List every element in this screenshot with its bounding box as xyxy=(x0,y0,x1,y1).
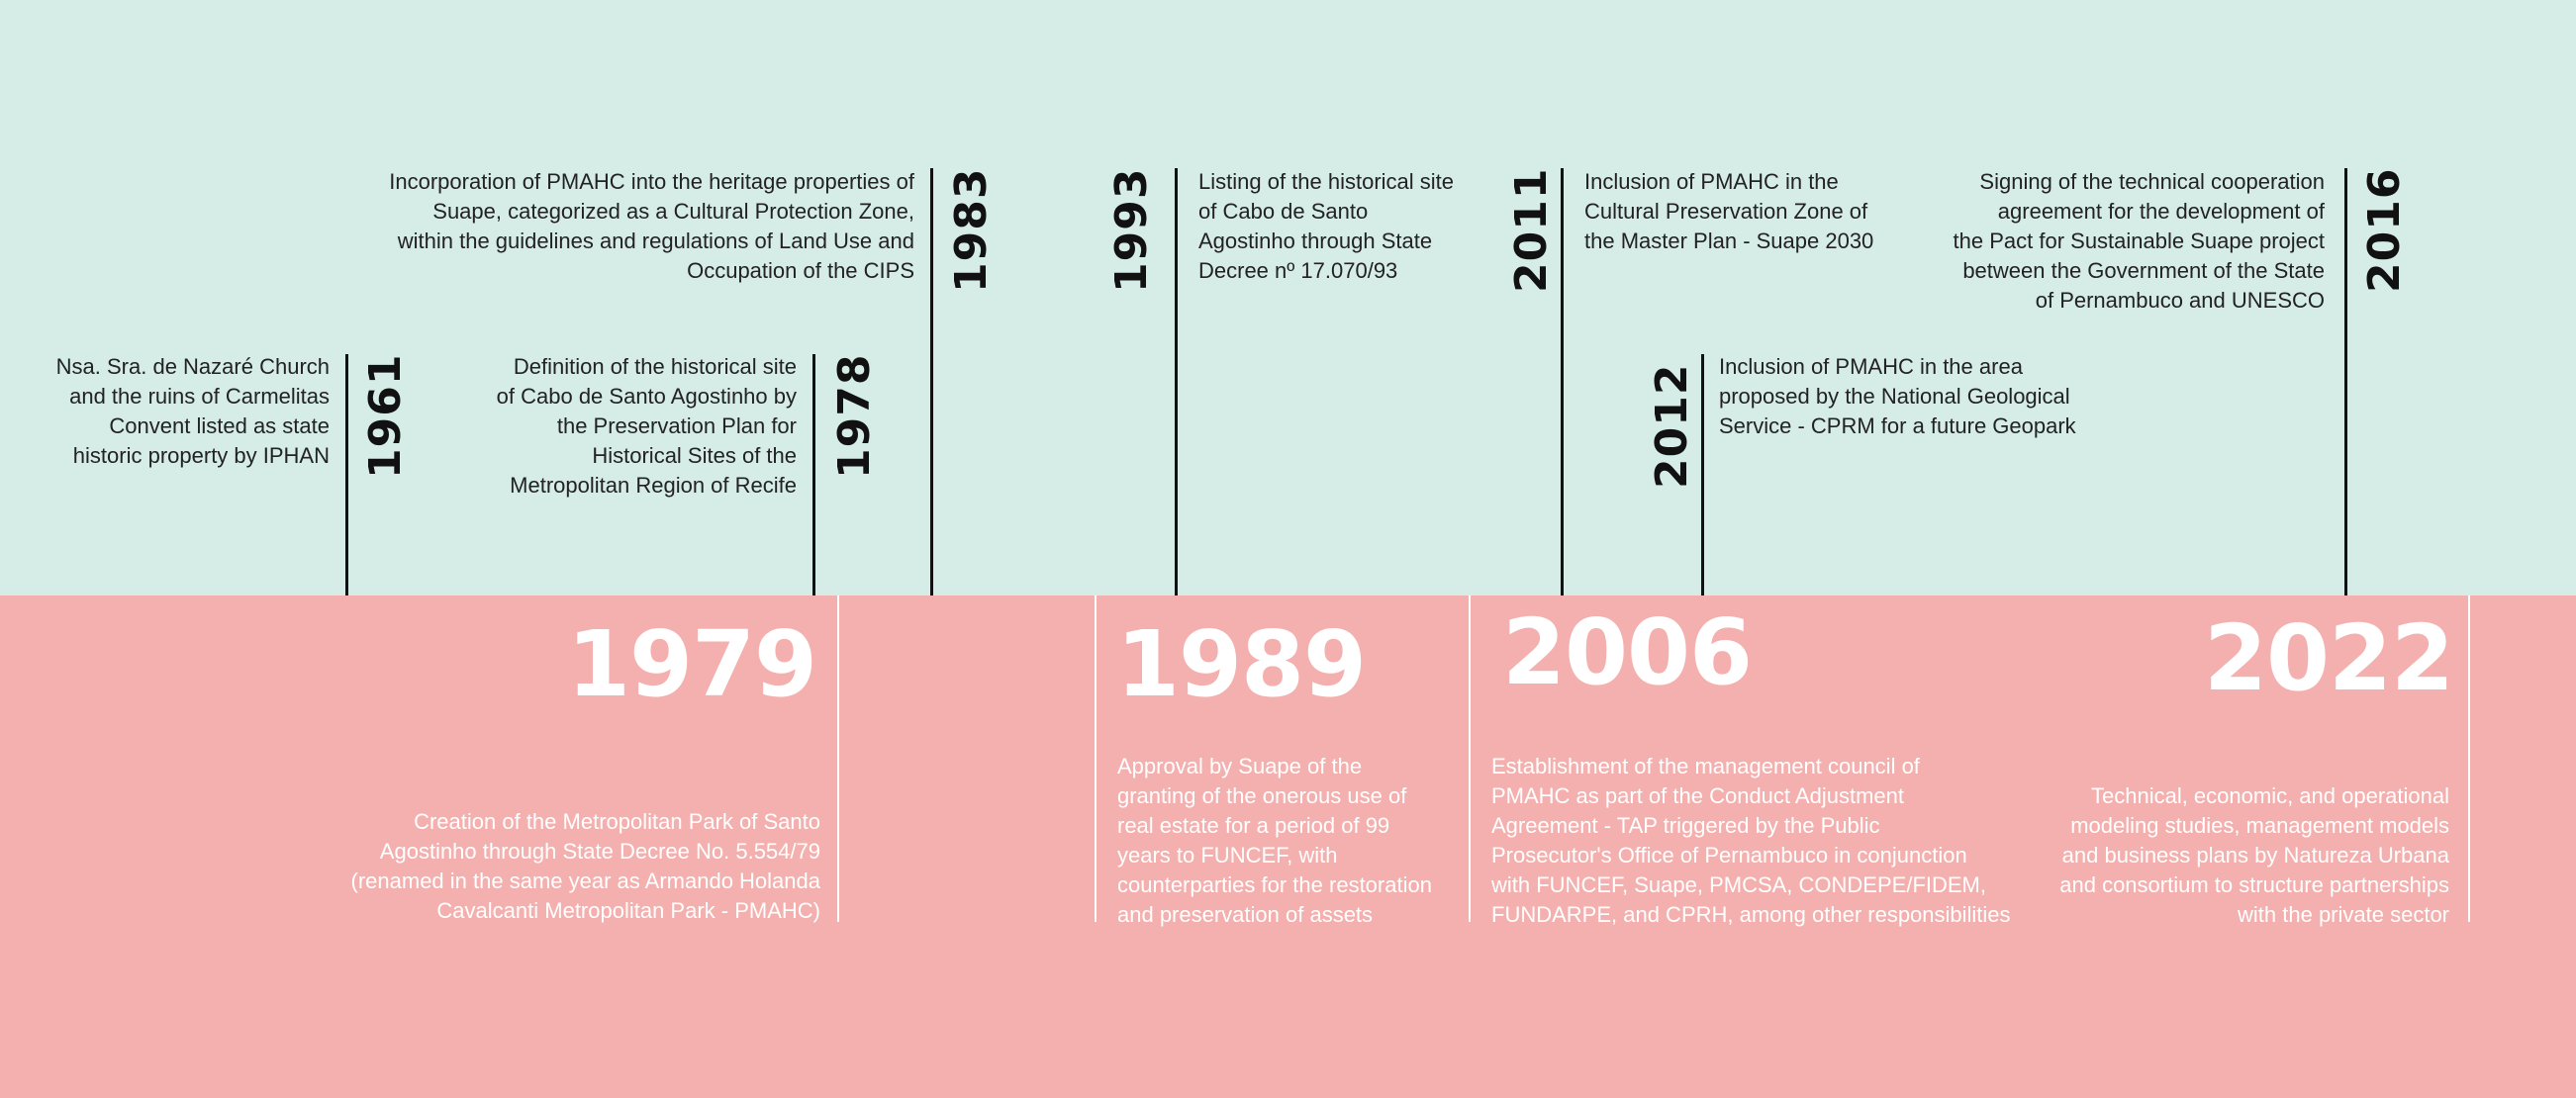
timeline-marker-2022 xyxy=(2468,595,2470,922)
timeline-marker-2012 xyxy=(1701,354,1704,595)
event-description-2016: Signing of the technical cooperation agr… xyxy=(1953,169,2325,313)
year-label-2016: 2016 xyxy=(2359,167,2410,293)
timeline-marker-1983 xyxy=(930,168,933,595)
year-label-2006: 2006 xyxy=(1502,599,1753,705)
event-description-1979: Creation of the Metropolitan Park of San… xyxy=(350,809,820,923)
year-label-1961: 1961 xyxy=(360,353,411,479)
bottom-band xyxy=(0,595,2576,1098)
event-description-1993: Listing of the historical site of Cabo d… xyxy=(1198,169,1455,283)
timeline-marker-1989 xyxy=(1095,595,1097,922)
timeline-marker-2011 xyxy=(1561,168,1564,595)
event-description-1989: Approval by Suape of the granting of the… xyxy=(1117,754,1432,927)
year-label-1983: 1983 xyxy=(946,167,997,293)
timeline-marker-1961 xyxy=(345,354,348,595)
timeline-marker-1978 xyxy=(812,354,815,595)
year-label-2011: 2011 xyxy=(1506,167,1557,293)
year-label-1978: 1978 xyxy=(829,353,880,479)
year-label-2022: 2022 xyxy=(2203,605,2454,711)
event-description-2011: Inclusion of PMAHC in the Cultural Prese… xyxy=(1584,169,1874,253)
year-label-1993: 1993 xyxy=(1106,167,1157,293)
timeline-marker-2006 xyxy=(1469,595,1471,922)
event-description-1978: Definition of the historical site of Cab… xyxy=(496,354,797,498)
top-band xyxy=(0,0,2576,595)
year-label-1979: 1979 xyxy=(566,611,817,717)
year-label-1989: 1989 xyxy=(1116,611,1367,717)
event-description-2006: Establishment of the management council … xyxy=(1491,754,2011,927)
event-description-2022: Technical, economic, and operational mod… xyxy=(2059,783,2449,927)
year-label-2012: 2012 xyxy=(1647,363,1697,489)
timeline-marker-1979 xyxy=(837,595,839,922)
event-description-1961: Nsa. Sra. de Nazaré Church and the ruins… xyxy=(55,354,330,468)
event-description-2012: Inclusion of PMAHC in the area proposed … xyxy=(1719,354,2076,438)
event-description-1983: Incorporation of PMAHC into the heritage… xyxy=(389,169,914,283)
timeline-marker-2016 xyxy=(2344,168,2347,595)
timeline-marker-1993 xyxy=(1175,168,1178,595)
